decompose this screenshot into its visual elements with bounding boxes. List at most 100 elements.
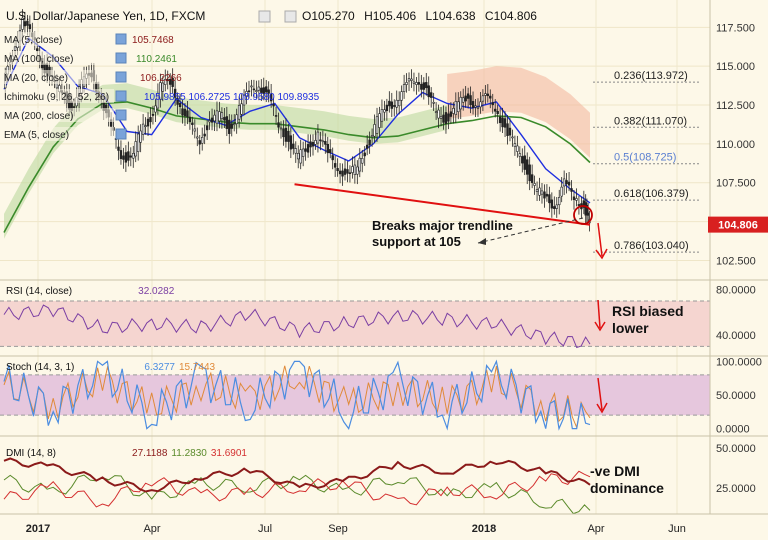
candle-body bbox=[560, 186, 563, 197]
candle-body bbox=[400, 91, 403, 101]
rsi-panel: RSI (14, close) 32.0282 RSI biased lower bbox=[0, 279, 768, 349]
candle-body bbox=[119, 150, 123, 159]
indicator-settings-icon bbox=[115, 33, 127, 45]
fib-level-label: 0.786(103.040) bbox=[614, 240, 689, 252]
indicator-legend-bg bbox=[2, 51, 114, 65]
candle-body bbox=[565, 180, 568, 185]
indicator-legend-value: 105.7468 bbox=[132, 35, 174, 46]
candle-body bbox=[309, 141, 312, 148]
break-circle bbox=[573, 205, 593, 225]
candle-body bbox=[506, 123, 509, 136]
candle-body bbox=[466, 93, 470, 99]
high-label: H bbox=[364, 9, 373, 23]
header-toolbar[interactable] bbox=[258, 10, 297, 23]
candle-body bbox=[242, 94, 246, 106]
candle-body bbox=[151, 113, 155, 116]
candle-body bbox=[501, 117, 504, 128]
indicator-legend-bg bbox=[2, 108, 114, 122]
candle-body bbox=[265, 86, 268, 93]
candle-body bbox=[301, 148, 305, 157]
candle-body bbox=[127, 151, 130, 161]
candle-body bbox=[311, 142, 315, 147]
candle-body bbox=[299, 149, 302, 164]
indicator-legend-name: MA (100, close) bbox=[4, 54, 73, 65]
candle-body bbox=[260, 87, 263, 93]
candle-body bbox=[331, 155, 334, 161]
indicator-legend-name: Ichimoku (9, 26, 52, 26) bbox=[4, 92, 109, 103]
candle-body bbox=[457, 101, 460, 113]
fib-level-label: 0.618(106.379) bbox=[614, 188, 689, 200]
close-label: C bbox=[485, 9, 494, 23]
candle-body bbox=[538, 187, 541, 196]
candle-body bbox=[255, 90, 258, 92]
candle-body bbox=[420, 83, 423, 90]
ichimoku-cloud-bullish bbox=[4, 83, 448, 239]
candle-body bbox=[481, 95, 485, 102]
candle-body bbox=[294, 148, 297, 154]
adx-value: 27.1188 bbox=[132, 448, 168, 459]
candle-body bbox=[269, 93, 273, 102]
candle-body bbox=[545, 193, 549, 197]
candle-body bbox=[287, 130, 290, 142]
candle-body bbox=[122, 155, 125, 160]
candle-body bbox=[516, 145, 519, 152]
candle-body bbox=[149, 117, 152, 123]
minus-di-line bbox=[3, 470, 591, 508]
candle-body bbox=[385, 104, 389, 112]
candle-body bbox=[319, 139, 322, 142]
break-pointer bbox=[477, 217, 584, 244]
candle-body bbox=[469, 95, 472, 106]
trendline bbox=[294, 183, 591, 226]
candle-body bbox=[415, 82, 418, 85]
candle-body bbox=[459, 96, 462, 110]
indicator-legend-bg bbox=[2, 70, 114, 84]
trendline-note-line1: Breaks major trendline bbox=[372, 218, 513, 233]
candle-body bbox=[240, 103, 243, 115]
down-arrow-stoch-icon bbox=[597, 377, 603, 411]
indicator-legend-value: 105.9855 106.2725 108.9580 109.8935 bbox=[144, 92, 320, 103]
trendline-note-line2: support at 105 bbox=[372, 234, 461, 249]
settings-icon[interactable] bbox=[258, 10, 271, 23]
candle-body bbox=[513, 143, 517, 147]
candle-body bbox=[380, 109, 384, 122]
last-price-tag bbox=[708, 216, 768, 233]
fib-level-label: 0.236(113.972) bbox=[614, 70, 688, 82]
candle-body bbox=[223, 117, 226, 121]
down-arrow-price-head-icon bbox=[595, 248, 608, 260]
x-tick-label: Jun bbox=[668, 523, 686, 535]
candle-body bbox=[26, 20, 29, 26]
candle-body bbox=[449, 111, 453, 117]
candle-body bbox=[191, 122, 194, 125]
candle-body bbox=[292, 143, 295, 149]
candle-body bbox=[586, 212, 590, 216]
candle-body bbox=[205, 125, 209, 131]
candle-body bbox=[316, 131, 320, 144]
candle-body bbox=[324, 140, 327, 145]
candle-body bbox=[422, 82, 426, 90]
adx-line bbox=[3, 457, 591, 493]
indicator-legend: MA (5, close) 105.7468 MA (100, close) 110.… bbox=[2, 32, 320, 141]
candle-body bbox=[434, 111, 438, 114]
eye-icon[interactable] bbox=[284, 10, 297, 23]
indicator-legend-bg bbox=[2, 127, 114, 141]
x-tick-label: 2017 bbox=[26, 523, 50, 535]
candle-body bbox=[417, 82, 421, 85]
candle-body bbox=[393, 105, 396, 107]
price-header: U.S. Dollar/Japanese Yen, 1D, FXCM O105.… bbox=[2, 9, 537, 141]
candle-body bbox=[117, 146, 120, 151]
candle-body bbox=[575, 198, 578, 201]
candle-body bbox=[297, 153, 300, 160]
candle-body bbox=[213, 114, 216, 122]
candle-body bbox=[168, 79, 172, 85]
candle-body bbox=[491, 102, 494, 106]
candle-body bbox=[479, 101, 482, 108]
candle-body bbox=[562, 178, 566, 187]
close-value: 104.806 bbox=[494, 9, 538, 23]
candle-body bbox=[166, 79, 169, 82]
minus-di-value: 31.6901 bbox=[211, 448, 248, 459]
price-tick-label: 102.500 bbox=[716, 255, 756, 267]
candle-body bbox=[183, 108, 187, 117]
candle-body bbox=[383, 109, 386, 113]
candle-body bbox=[247, 90, 251, 93]
chart-title: U.S. Dollar/Japanese Yen, 1D, FXCM bbox=[6, 9, 205, 23]
